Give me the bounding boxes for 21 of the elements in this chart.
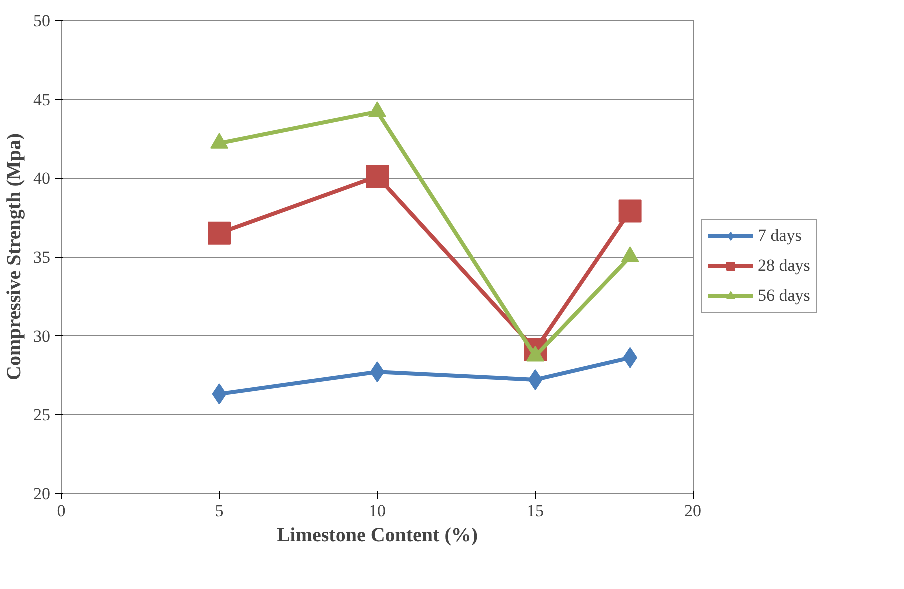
- point: [618, 200, 642, 223]
- y-axis-title: Compressive Strength (Mpa): [4, 133, 26, 381]
- point: [368, 102, 386, 118]
- x-axis-title: Limestone Content (%): [276, 524, 478, 546]
- y-tick-label: 30: [34, 326, 50, 346]
- legend-label: 7 days: [758, 226, 802, 246]
- x-tick-label: 15: [527, 502, 544, 520]
- y-tick-label: 25: [34, 406, 50, 425]
- y-tick-label: 45: [34, 90, 50, 110]
- y-tick-label: 50: [34, 12, 50, 30]
- x-tick-label: 20: [684, 502, 702, 520]
- point: [208, 222, 231, 245]
- x-tick-label: 10: [369, 502, 386, 520]
- y-tick-label: 35: [34, 248, 50, 267]
- x-tick-label: 5: [215, 502, 224, 520]
- y-tick-label: 20: [34, 484, 50, 504]
- legend-label: 28 days: [758, 256, 810, 276]
- x-tick-label: 0: [57, 502, 66, 520]
- point: [210, 133, 228, 149]
- y-tick-label: 40: [34, 169, 50, 188]
- legend-label: 56 days: [758, 286, 810, 306]
